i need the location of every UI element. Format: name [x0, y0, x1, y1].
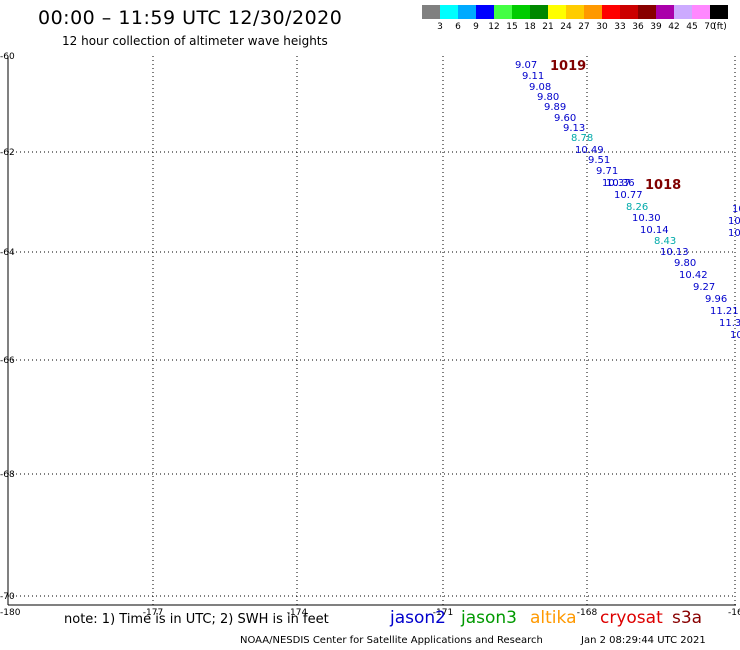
wave-height-reading: 10	[728, 228, 740, 239]
wave-height-reading: 9.27	[693, 282, 715, 293]
legend-label: 27	[578, 22, 590, 32]
legend-swatch	[566, 5, 584, 19]
legend-label: 42	[668, 22, 680, 32]
wave-height-reading: 10	[730, 330, 740, 341]
legend-label: 33	[614, 22, 626, 32]
credit-line: NOAA/NESDIS Center for Satellite Applica…	[240, 635, 543, 646]
legend-swatch	[710, 5, 728, 19]
wave-height-reading: 9.71	[596, 166, 618, 177]
legend-swatch	[440, 5, 458, 19]
wave-height-reading: 10.14	[640, 225, 669, 236]
legend-label: 70	[704, 22, 716, 32]
legend-swatch	[512, 5, 530, 19]
legend-swatch	[494, 5, 512, 19]
latitude-labels: -60 -62 -64 -66 -68 -70	[0, 52, 15, 602]
legend-label: 6	[455, 22, 461, 32]
legend-swatch	[692, 5, 710, 19]
wave-height-color-legend	[422, 5, 728, 19]
latitude-label: -62	[0, 148, 15, 158]
longitude-label: -177	[143, 608, 163, 618]
pressure-center-1018: 1018	[645, 178, 681, 193]
map-subtitle: 12 hour collection of altimeter wave hei…	[62, 34, 328, 48]
wave-height-reading: 9.07	[515, 60, 537, 71]
legend-label: 45	[686, 22, 698, 32]
footer-note: note: 1) Time is in UTC; 2) SWH is in fe…	[64, 612, 329, 627]
longitude-label: -16	[728, 608, 740, 618]
legend-label: 30	[596, 22, 608, 32]
legend-swatch	[584, 5, 602, 19]
satellite-jason3: jason3	[461, 608, 517, 628]
wave-height-reading: 9.08	[529, 82, 551, 93]
legend-label: 21	[542, 22, 554, 32]
longitude-labels: -180 -177 -174 -171 -168 -16	[0, 608, 740, 618]
wave-height-reading: 10.36	[606, 178, 635, 189]
longitude-label: -171	[433, 608, 453, 618]
legend-label: (ft)	[713, 22, 727, 32]
wave-height-reading: 10	[732, 204, 740, 215]
wave-height-reading: 9.96	[705, 294, 727, 305]
latitude-label: -64	[0, 248, 15, 258]
legend-label: 3	[437, 22, 443, 32]
wave-height-reading: 10.77	[614, 190, 643, 201]
longitude-label: -174	[287, 608, 308, 618]
legend-label: 18	[524, 22, 536, 32]
wave-height-reading: 9.80	[537, 92, 559, 103]
pressure-center-1019: 1019	[550, 59, 586, 74]
latitude-label: -60	[0, 52, 15, 62]
latitude-label: -68	[0, 470, 15, 480]
legend-label: 36	[632, 22, 644, 32]
legend-swatch	[476, 5, 494, 19]
wave-height-reading: 11.21	[710, 306, 739, 317]
legend-swatch	[458, 5, 476, 19]
legend-swatch	[530, 5, 548, 19]
legend-label: 15	[506, 22, 518, 32]
legend-label: 24	[560, 22, 572, 32]
wave-height-reading: 11.3	[719, 318, 740, 329]
legend-label: 9	[473, 22, 479, 32]
wave-height-reading: 9.11	[522, 71, 544, 82]
wave-height-reading: 9.13	[563, 123, 585, 134]
legend-swatch	[602, 5, 620, 19]
satellite-s3a: s3a	[672, 608, 703, 628]
wave-height-reading: 8.26	[626, 202, 648, 213]
wave-height-reading: 9.60	[554, 113, 576, 124]
graticule	[8, 56, 736, 605]
legend-swatch	[638, 5, 656, 19]
latitude-label: -70	[0, 592, 15, 602]
longitude-label: -180	[0, 608, 21, 618]
wave-height-reading: 9.51	[588, 155, 610, 166]
wave-height-reading: 10.13	[660, 247, 689, 258]
satellite-altika: altika	[530, 608, 577, 628]
legend-swatch	[674, 5, 692, 19]
legend-label: 12	[488, 22, 500, 32]
longitude-label: -168	[577, 608, 598, 618]
wave-height-reading: 10.49	[575, 145, 604, 156]
map-title: 00:00 – 11:59 UTC 12/30/2020	[38, 7, 343, 29]
wave-height-reading: 9.80	[674, 258, 696, 269]
wave-height-observations: 9.079.119.089.809.899.609.138.7810.499.5…	[515, 60, 740, 341]
wave-height-reading: 10	[728, 216, 740, 227]
wave-height-reading: 8.43	[654, 236, 676, 247]
legend-label: 39	[650, 22, 662, 32]
generation-timestamp: Jan 2 08:29:44 UTC 2021	[581, 635, 706, 646]
legend-swatch	[656, 5, 674, 19]
wave-height-reading: 10.42	[679, 270, 708, 281]
satellite-cryosat: cryosat	[600, 608, 663, 628]
wave-height-reading: 10.37	[602, 178, 631, 189]
latitude-label: -66	[0, 356, 15, 366]
wave-height-reading: 9.89	[544, 102, 566, 113]
wave-height-reading: 8.78	[571, 133, 593, 144]
legend-swatch	[620, 5, 638, 19]
satellite-jason2: jason2	[390, 608, 446, 628]
wave-height-reading: 10.30	[632, 213, 661, 224]
legend-swatch	[548, 5, 566, 19]
legend-swatch	[422, 5, 440, 19]
